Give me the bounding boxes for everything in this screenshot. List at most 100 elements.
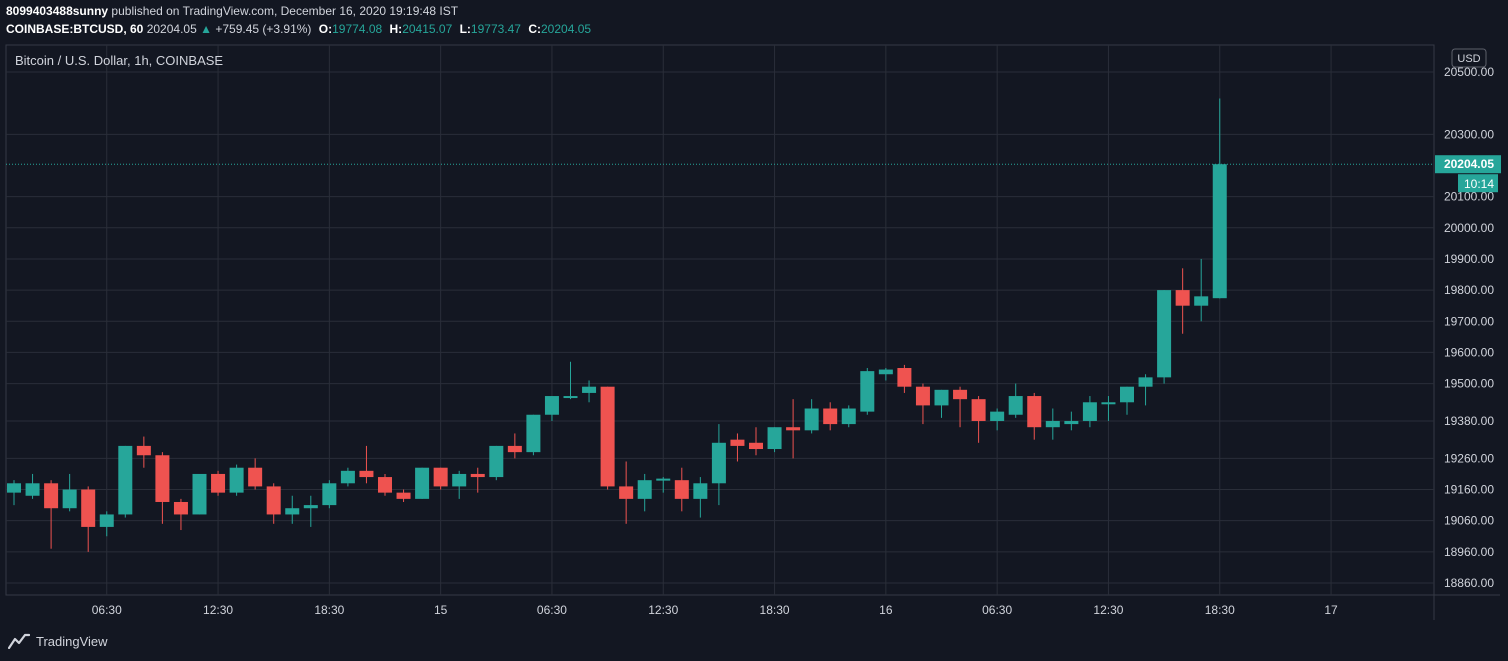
candle-body[interactable] [303,505,318,509]
candle-body[interactable] [359,470,374,478]
candle-body[interactable] [600,386,615,487]
y-tick-label: 19060.00 [1444,514,1494,528]
candle-body[interactable] [1194,296,1209,306]
candle-body[interactable] [192,473,207,515]
candle-body[interactable] [656,478,671,481]
candle-body[interactable] [711,442,726,484]
countdown-tag [1458,174,1498,193]
last-price-label: 20204.05 [1444,157,1494,171]
candle-body[interactable] [62,489,77,509]
candle-body[interactable] [507,445,522,453]
y-tick-label: 20000.00 [1444,221,1494,235]
candle-body[interactable] [266,486,281,515]
x-tick-label: 06:30 [982,603,1012,617]
candle-body[interactable] [1045,420,1060,428]
up-arrow-icon: ▲ [200,22,212,36]
price-change: +759.45 (+3.91%) [215,22,312,36]
candle-body[interactable] [860,371,875,412]
candle-body[interactable] [285,508,300,515]
candle-body[interactable] [878,369,893,375]
low-label: L: [459,22,471,36]
open-value: 19774.08 [332,22,383,36]
open-label: O: [318,22,333,36]
candle-body[interactable] [767,427,782,450]
high-value: 20415.07 [402,22,453,36]
candle-body[interactable] [934,389,949,406]
candle-body[interactable] [544,396,559,415]
candle-body[interactable] [674,480,689,499]
candle-body[interactable] [990,411,1005,421]
candle-body[interactable] [136,445,151,456]
candle-body[interactable] [1138,377,1153,387]
currency-button[interactable] [1451,48,1487,68]
candle-body[interactable] [229,467,244,493]
candle-body[interactable] [378,477,392,493]
candle-body[interactable] [1027,396,1042,428]
candle-body[interactable] [1082,402,1097,421]
candle-body[interactable] [173,501,188,515]
candle-body[interactable] [823,408,838,425]
candle-body[interactable] [526,414,541,453]
candle-body[interactable] [786,427,801,431]
candle-body[interactable] [433,467,448,487]
candle-body[interactable] [971,399,986,421]
y-tick-label: 19500.00 [1444,377,1494,391]
candle-body[interactable] [396,492,411,499]
candle-body[interactable] [1212,164,1227,299]
candle-body[interactable] [340,470,355,484]
candle-body[interactable] [619,486,634,499]
ohlc-legend: COINBASE:BTCUSD, 60 20204.05 ▲ +759.45 (… [6,22,591,36]
candle-body[interactable] [211,473,226,493]
tradingview-icon [8,633,30,649]
candle-body[interactable] [730,439,745,446]
candle-body[interactable] [248,467,263,487]
x-tick-label: 12:30 [648,603,678,617]
candle-body[interactable] [44,483,59,509]
candle-body[interactable] [953,389,968,400]
candle-body[interactable] [81,489,96,527]
y-tick-label: 19600.00 [1444,345,1494,359]
candle-body[interactable] [1064,420,1079,425]
y-tick-label: 20500.00 [1444,65,1494,79]
publisher-username[interactable]: 8099403488sunny [6,4,109,18]
candle-body[interactable] [1120,386,1134,403]
y-tick-label: 19260.00 [1444,451,1494,465]
x-tick-label: 12:30 [203,603,233,617]
x-tick-label: 06:30 [92,603,122,617]
candle-body[interactable] [7,483,21,493]
candle-body[interactable] [118,445,133,515]
candle-body[interactable] [155,455,170,502]
candle-body[interactable] [470,473,485,478]
candle-body[interactable] [841,408,856,425]
high-label: H: [389,22,403,36]
y-tick-label: 18960.00 [1444,545,1494,559]
candle-body[interactable] [322,483,337,506]
currency-label: USD [1457,53,1480,65]
tradingview-brand: TradingView [36,633,108,649]
candle-body[interactable] [563,396,578,399]
candle-body[interactable] [897,368,912,387]
candle-body[interactable] [1175,290,1190,306]
candle-body[interactable] [637,480,652,499]
tradingview-logo[interactable]: TradingView [8,633,108,649]
candle-body[interactable] [452,473,467,487]
candle-body[interactable] [1008,396,1023,415]
candle-body[interactable] [1157,290,1172,378]
candle-body[interactable] [804,408,819,431]
y-tick-label: 18860.00 [1444,576,1494,590]
close-value: 20204.05 [541,22,592,36]
candle-body[interactable] [415,467,430,499]
candle-body[interactable] [1101,402,1116,405]
publish-info: 8099403488sunny published on TradingView… [6,4,458,18]
y-tick-label: 20300.00 [1444,127,1494,141]
candle-body[interactable] [489,445,504,478]
candle-body[interactable] [693,483,708,499]
last-price: 20204.05 [146,22,197,36]
candle-body[interactable] [99,514,114,527]
candle-body[interactable] [582,386,597,393]
candle-body[interactable] [25,483,40,496]
x-tick-label: 17 [1324,603,1338,617]
candle-body[interactable] [915,386,930,406]
candle-body[interactable] [749,442,763,450]
